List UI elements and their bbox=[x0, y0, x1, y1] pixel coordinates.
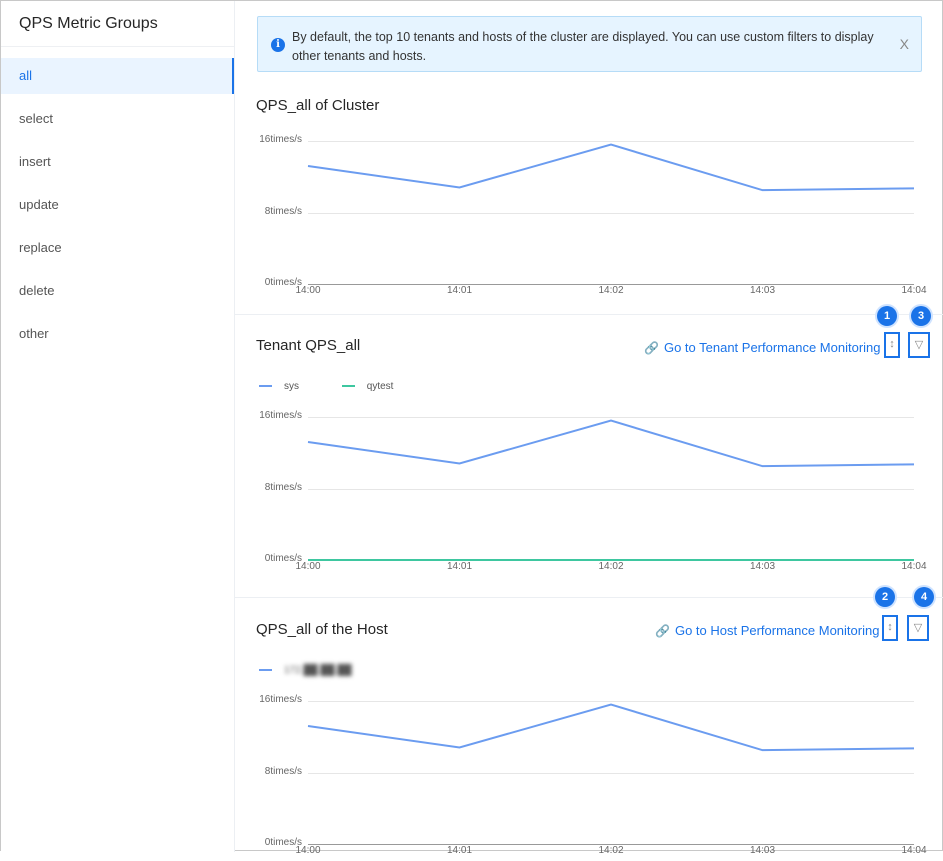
sidebar-item-other[interactable]: other bbox=[1, 316, 234, 359]
zoom-reset-button[interactable]: ↕ bbox=[884, 332, 900, 358]
tenant-monitoring-link[interactable]: 🔗 Go to Tenant Performance Monitoring bbox=[644, 340, 881, 355]
cluster-chart-title: QPS_all of Cluster bbox=[256, 97, 379, 114]
tenant-legend: sys qytest bbox=[259, 381, 393, 392]
plot-area bbox=[235, 407, 943, 577]
legend-item-qytest[interactable]: qytest bbox=[342, 381, 394, 392]
host-chart-title: QPS_all of the Host bbox=[256, 621, 388, 638]
legend-label: qytest bbox=[367, 381, 394, 392]
sidebar-item-select[interactable]: select bbox=[1, 101, 234, 144]
filter-icon: ▽ bbox=[909, 621, 927, 634]
metric-group-menu: all select insert update replace delete … bbox=[1, 58, 234, 359]
host-filter-button[interactable]: ▽ bbox=[907, 615, 929, 641]
callout-badge-1: 1 bbox=[877, 306, 897, 326]
link-icon: 🔗 bbox=[644, 341, 659, 355]
tenant-monitoring-link-label: Go to Tenant Performance Monitoring bbox=[664, 340, 881, 355]
section-divider bbox=[235, 597, 943, 598]
alert-text: By default, the top 10 tenants and hosts… bbox=[292, 28, 892, 66]
series-line-172 bbox=[308, 705, 914, 751]
sidebar-item-all[interactable]: all bbox=[1, 58, 234, 94]
tenant-chart-title: Tenant QPS_all bbox=[256, 337, 360, 354]
legend-swatch bbox=[259, 669, 272, 671]
info-icon: i bbox=[271, 38, 285, 52]
sidebar-item-update[interactable]: update bbox=[1, 187, 234, 230]
legend-item-sys[interactable]: sys bbox=[259, 381, 299, 392]
host-legend: 172.██.██.██ bbox=[259, 665, 352, 676]
compress-icon: ↕ bbox=[884, 621, 896, 633]
host-monitoring-link[interactable]: 🔗 Go to Host Performance Monitoring bbox=[655, 623, 879, 638]
callout-badge-3: 3 bbox=[911, 306, 931, 326]
plot-area bbox=[235, 691, 943, 861]
sidebar-divider bbox=[1, 46, 234, 47]
legend-item-host[interactable]: 172.██.██.██ bbox=[259, 665, 352, 676]
legend-swatch bbox=[259, 385, 272, 387]
legend-label: sys bbox=[284, 381, 299, 392]
sidebar-item-insert[interactable]: insert bbox=[1, 144, 234, 187]
info-alert: i By default, the top 10 tenants and hos… bbox=[257, 16, 922, 72]
plot-area bbox=[235, 131, 943, 301]
series-line-s0 bbox=[308, 145, 914, 191]
filter-icon: ▽ bbox=[910, 338, 928, 351]
series-line-sys bbox=[308, 421, 914, 467]
sidebar-title: QPS Metric Groups bbox=[19, 15, 158, 33]
compress-icon: ↕ bbox=[886, 338, 898, 350]
link-icon: 🔗 bbox=[655, 624, 670, 638]
sidebar: QPS Metric Groups all select insert upda… bbox=[1, 1, 235, 852]
sidebar-item-delete[interactable]: delete bbox=[1, 273, 234, 316]
callout-badge-2: 2 bbox=[875, 587, 895, 607]
host-monitoring-link-label: Go to Host Performance Monitoring bbox=[675, 623, 879, 638]
callout-badge-4: 4 bbox=[914, 587, 934, 607]
tenant-filter-button[interactable]: ▽ bbox=[908, 332, 930, 358]
close-icon[interactable]: X bbox=[900, 36, 909, 52]
sidebar-item-replace[interactable]: replace bbox=[1, 230, 234, 273]
legend-label: 172.██.██.██ bbox=[284, 665, 352, 676]
main-content: i By default, the top 10 tenants and hos… bbox=[235, 1, 943, 852]
zoom-reset-button[interactable]: ↕ bbox=[882, 615, 898, 641]
section-divider bbox=[235, 314, 943, 315]
legend-swatch bbox=[342, 385, 355, 387]
